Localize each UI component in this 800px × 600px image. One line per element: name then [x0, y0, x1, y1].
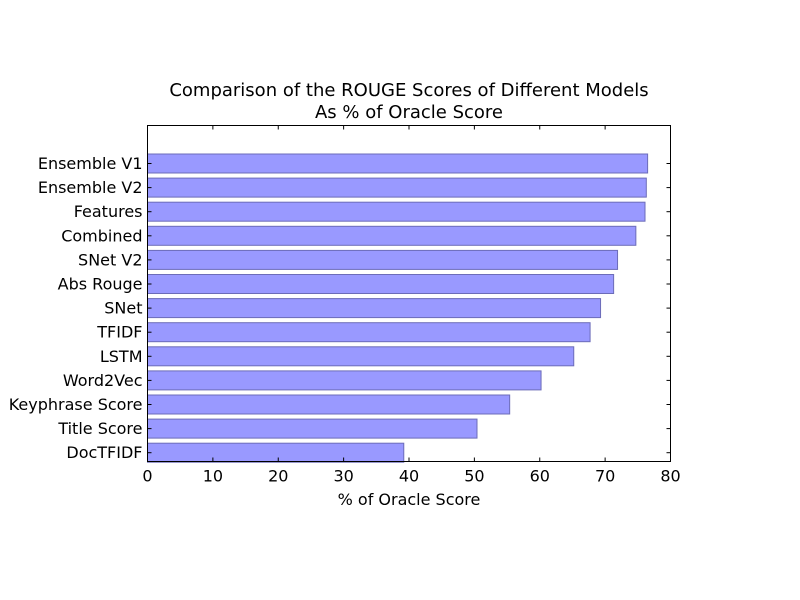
x-axis-label: % of Oracle Score [338, 490, 481, 509]
x-tick-labels: 0 10 20 30 40 50 60 70 80 [142, 467, 680, 486]
x-tick-label-3: 30 [333, 467, 353, 486]
category-label-6: SNet [104, 299, 142, 318]
category-label-7: TFIDF [96, 323, 142, 342]
x-tick-label-6: 60 [530, 467, 550, 486]
category-label-1: Ensemble V2 [38, 178, 143, 197]
chart-title-line-1: Comparison of the ROUGE Scores of Differ… [169, 80, 648, 101]
bar-2 [147, 201, 646, 222]
bar-12 [147, 442, 405, 463]
bar-4 [147, 249, 619, 270]
plot-frame [147, 125, 671, 462]
category-label-12: DocTFIDF [66, 443, 142, 462]
category-label-9: Word2Vec [63, 371, 143, 390]
bar-11 [147, 418, 478, 439]
chart-title-line-2: As % of Oracle Score [315, 102, 503, 123]
category-label-0: Ensemble V1 [38, 154, 143, 173]
category-label-3: Combined [61, 226, 142, 245]
category-label-11: Title Score [57, 419, 142, 438]
bar-5 [147, 274, 615, 294]
bar-9 [147, 370, 542, 391]
x-tick-label-4: 40 [399, 467, 419, 486]
bar-0 [147, 153, 649, 174]
x-tick-label-0: 0 [142, 467, 152, 486]
category-label-2: Features [74, 202, 143, 221]
x-tick-label-8: 80 [660, 467, 680, 486]
category-labels: Ensemble V1 Ensemble V2 Features Combined SN… [9, 154, 143, 462]
bar-6 [147, 298, 602, 319]
x-tick-label-1: 10 [203, 467, 223, 486]
bar-10 [147, 394, 511, 415]
x-tick-label-5: 50 [464, 467, 484, 486]
x-tick-label-2: 20 [268, 467, 288, 486]
category-label-4: SNet V2 [78, 250, 142, 269]
bar-7 [147, 322, 591, 343]
x-tick-label-7: 70 [595, 467, 615, 486]
category-label-8: LSTM [100, 347, 143, 366]
bar-1 [147, 177, 647, 198]
category-label-10: Keyphrase Score [9, 395, 143, 414]
bar-3 [147, 225, 637, 246]
category-label-5: Abs Rouge [58, 275, 143, 294]
bar-8 [147, 346, 575, 367]
